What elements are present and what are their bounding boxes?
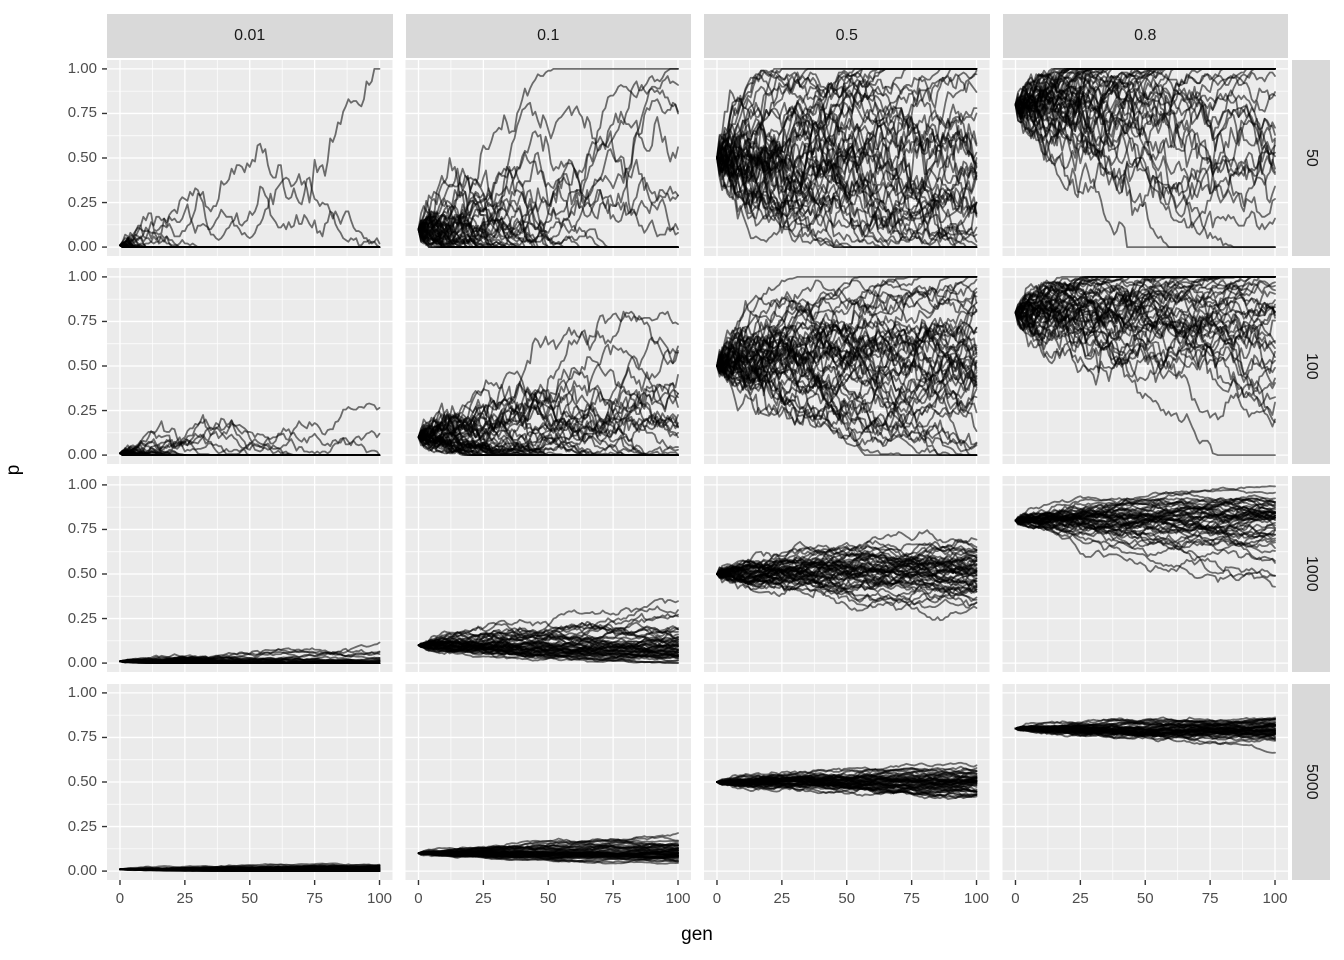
y-axis-title: p [3,464,24,476]
x-axis-title: gen [681,924,713,945]
